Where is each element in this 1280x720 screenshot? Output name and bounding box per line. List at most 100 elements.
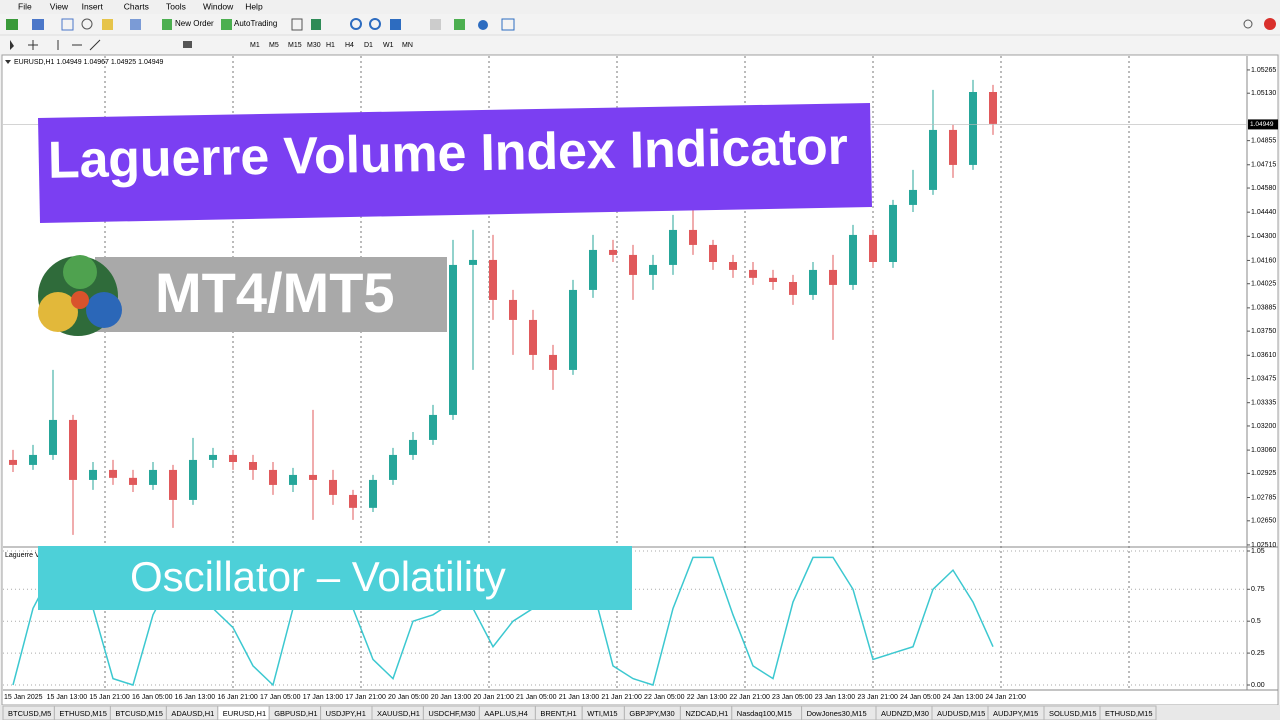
tab[interactable]: [1099, 705, 1157, 720]
menu-item[interactable]: Charts: [124, 1, 149, 11]
y-tick-label: 1.03610: [1251, 352, 1276, 359]
menu-item[interactable]: View: [50, 1, 69, 11]
search-icon[interactable]: [1243, 19, 1253, 29]
x-tick-label: 15 Jan 21:00: [89, 694, 130, 701]
x-tick-label: 22 Jan 05:00: [644, 694, 685, 701]
y-tick-label: 1.02650: [1251, 518, 1276, 525]
candle-body: [969, 92, 977, 165]
menu-item[interactable]: Window: [203, 1, 234, 11]
timeframe-button[interactable]: M5: [269, 42, 279, 49]
x-tick-label: 20 Jan 05:00: [388, 694, 429, 701]
tab-label[interactable]: NZDCAD,H1: [685, 709, 728, 718]
tab-label[interactable]: USDJPY,H1: [326, 709, 366, 718]
candle-body: [229, 454, 237, 462]
tab-label[interactable]: BTCUSD,M5: [8, 709, 51, 718]
menu-item[interactable]: Tools: [166, 1, 186, 11]
x-tick-label: 24 Jan 21:00: [985, 694, 1026, 701]
notification-icon[interactable]: [1264, 18, 1276, 30]
timeframe-button[interactable]: M30: [307, 42, 321, 49]
candle-body: [549, 354, 557, 370]
candle-body: [509, 299, 517, 320]
x-tick-label: 16 Jan 21:00: [217, 694, 258, 701]
x-tick-label: 17 Jan 21:00: [345, 694, 386, 701]
tab-label[interactable]: SOLUSD,M15: [1049, 709, 1097, 718]
cursor-icon[interactable]: [10, 40, 14, 50]
candle-body: [569, 289, 577, 370]
candle-body: [169, 469, 177, 500]
y-tick-label: 1.05130: [1251, 90, 1276, 97]
timeframe-button[interactable]: D1: [364, 42, 373, 49]
candle-body: [689, 229, 697, 245]
icon: [390, 19, 401, 30]
candle-body: [429, 414, 437, 440]
tab-label[interactable]: BTCUSD,M15: [115, 709, 163, 718]
tab-label[interactable]: ADAUSD,H1: [171, 709, 214, 718]
icon: [291, 18, 303, 31]
tab-label[interactable]: AUDJPY,M15: [993, 709, 1038, 718]
x-tick-label: 16 Jan 05:00: [132, 694, 173, 701]
tab-label[interactable]: USDCHF,M30: [428, 709, 475, 718]
candle-body: [609, 249, 617, 255]
tab-label[interactable]: BRENT,H1: [540, 709, 576, 718]
y-tick-label: 1.04160: [1251, 257, 1276, 264]
candle-body: [769, 277, 777, 282]
current-price-label: 1.04949: [1250, 121, 1274, 128]
icon: [430, 19, 441, 30]
x-tick-label: 22 Jan 13:00: [687, 694, 728, 701]
tab-label[interactable]: XAUUSD,H1: [377, 709, 420, 718]
tab-label[interactable]: AUDUSD,M15: [937, 709, 985, 718]
menu-bar: File View Insert Charts Tools Window Help: [18, 1, 263, 11]
tab-label[interactable]: ETHUSD,M15: [1105, 709, 1153, 718]
timeframe-button[interactable]: W1: [383, 42, 394, 49]
x-tick-label: 24 Jan 13:00: [943, 694, 984, 701]
autotrading-button[interactable]: AutoTrading: [234, 19, 277, 28]
trend-icon[interactable]: [89, 39, 101, 51]
y-tick-label: 1.03885: [1251, 305, 1276, 312]
icon: [369, 18, 381, 30]
tab-label[interactable]: WTI,M15: [587, 709, 617, 718]
tab-label[interactable]: EURUSD,H1: [223, 709, 266, 718]
tab-label[interactable]: GBPJPY,M30: [629, 709, 674, 718]
candle-body: [49, 419, 57, 455]
candle-body: [649, 264, 657, 275]
subtitle-bg: [38, 546, 632, 610]
menu-item[interactable]: Insert: [82, 1, 104, 11]
timeframe-button[interactable]: MN: [402, 42, 413, 49]
x-tick-label: 23 Jan 05:00: [772, 694, 813, 701]
candle-body: [869, 234, 877, 262]
y-tick-label: 1.02510: [1251, 542, 1276, 549]
icon: [454, 19, 465, 30]
title-banner: Laguerre Volume Index Indicator: [38, 103, 872, 223]
timeframe-button[interactable]: H4: [345, 42, 354, 49]
tab-label[interactable]: DowJones30,M15: [807, 709, 867, 718]
menu-item[interactable]: File: [18, 1, 32, 11]
candle-body: [909, 189, 917, 205]
tab-label[interactable]: ETHUSD,M15: [59, 709, 107, 718]
x-tick-label: 24 Jan 05:00: [900, 694, 941, 701]
tab-label[interactable]: GBPUSD,H1: [274, 709, 317, 718]
tab-label[interactable]: Nasdaq100,M15: [737, 709, 792, 718]
timeframe-button[interactable]: M1: [250, 42, 260, 49]
icon[interactable]: [183, 41, 192, 48]
y-tick-label: 1.04715: [1251, 162, 1276, 169]
y-tick-label: 1.04025: [1251, 281, 1276, 288]
timeframe-button[interactable]: H1: [326, 42, 335, 49]
menu-item[interactable]: Help: [245, 1, 263, 11]
icon: [478, 20, 488, 30]
subtitle-badge: Oscillator – Volatility: [38, 546, 632, 610]
logo-green: [63, 255, 97, 289]
new-order-button[interactable]: New Order: [175, 19, 214, 28]
platform-badge: MT4/MT5: [38, 255, 447, 336]
icon: [350, 18, 362, 30]
logo-gold: [38, 292, 78, 332]
candle-body: [29, 454, 37, 465]
x-tick-label: 23 Jan 21:00: [857, 694, 898, 701]
y-tick-label: 1.02925: [1251, 470, 1276, 477]
candle-body: [529, 319, 537, 355]
tab-label[interactable]: AUDNZD,M30: [881, 709, 929, 718]
tab-label[interactable]: AAPL.US,H4: [484, 709, 527, 718]
indicator-label: Laguerre Vo: [5, 552, 43, 559]
x-tick-label: 17 Jan 13:00: [303, 694, 344, 701]
timeframe-button[interactable]: M15: [288, 42, 302, 49]
y-tick-label: 0.25: [1251, 650, 1265, 657]
